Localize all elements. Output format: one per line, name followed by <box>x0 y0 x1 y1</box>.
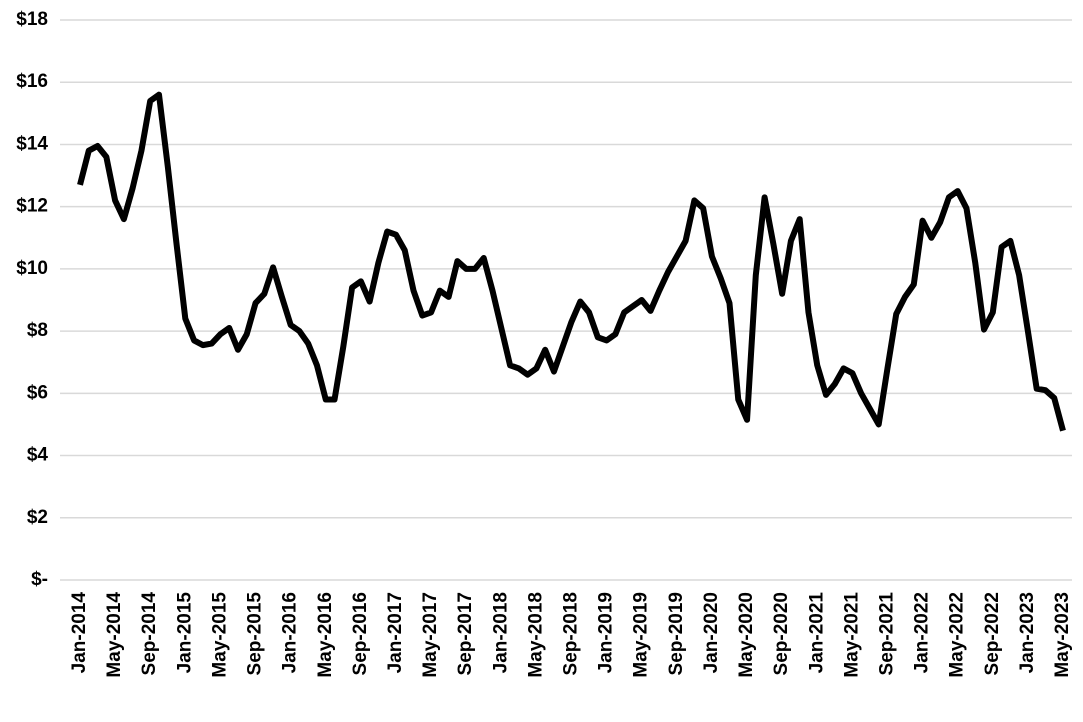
x-tick-label: May-2015 <box>209 592 230 678</box>
x-tick-label: Jan-2014 <box>69 592 90 674</box>
x-tick-label: Jan-2020 <box>701 592 722 673</box>
y-tick-label: $16 <box>16 71 48 92</box>
x-tick-label: Jan-2023 <box>1017 592 1038 673</box>
x-tick-label: Jan-2022 <box>912 592 933 673</box>
x-tick-label: May-2022 <box>947 592 968 678</box>
x-tick-label: Sep-2018 <box>561 592 582 675</box>
x-tick-label: Jan-2019 <box>596 592 617 673</box>
x-tick-label: May-2018 <box>525 592 546 678</box>
x-tick-label: May-2019 <box>631 592 652 678</box>
x-tick-label: Sep-2017 <box>455 592 476 675</box>
y-tick-label: $6 <box>27 382 48 403</box>
x-tick-label: May-2017 <box>420 592 441 678</box>
x-tick-label: May-2020 <box>736 592 757 678</box>
y-tick-label: $18 <box>16 9 48 30</box>
y-tick-label: $4 <box>27 445 49 466</box>
x-tick-label: Sep-2021 <box>876 592 897 676</box>
x-tick-label: Jan-2015 <box>174 592 195 674</box>
y-tick-label: $10 <box>16 258 48 279</box>
x-tick-label: Jan-2016 <box>280 592 301 673</box>
x-tick-label: May-2014 <box>104 592 125 678</box>
x-tick-label: Sep-2014 <box>139 592 160 676</box>
y-tick-label: $14 <box>16 133 48 154</box>
y-tick-label: $8 <box>27 320 48 341</box>
x-tick-label: Jan-2021 <box>806 592 827 674</box>
x-tick-label: Sep-2016 <box>350 592 371 675</box>
x-tick-label: May-2016 <box>315 592 336 678</box>
y-tick-label: $2 <box>27 507 48 528</box>
x-tick-label: Sep-2020 <box>771 592 792 675</box>
x-tick-label: Jan-2018 <box>490 592 511 673</box>
data-line <box>77 91 1066 432</box>
x-tick-label: May-2021 <box>841 592 862 678</box>
x-tick-label: Jan-2017 <box>385 592 406 673</box>
x-tick-label: Sep-2019 <box>666 592 687 675</box>
y-tick-label: $- <box>31 569 48 590</box>
y-tick-label: $12 <box>16 196 48 217</box>
x-tick-label: Sep-2022 <box>982 592 1003 675</box>
x-tick-label: Sep-2015 <box>245 592 266 676</box>
x-tick-label: May-2023 <box>1052 592 1073 678</box>
